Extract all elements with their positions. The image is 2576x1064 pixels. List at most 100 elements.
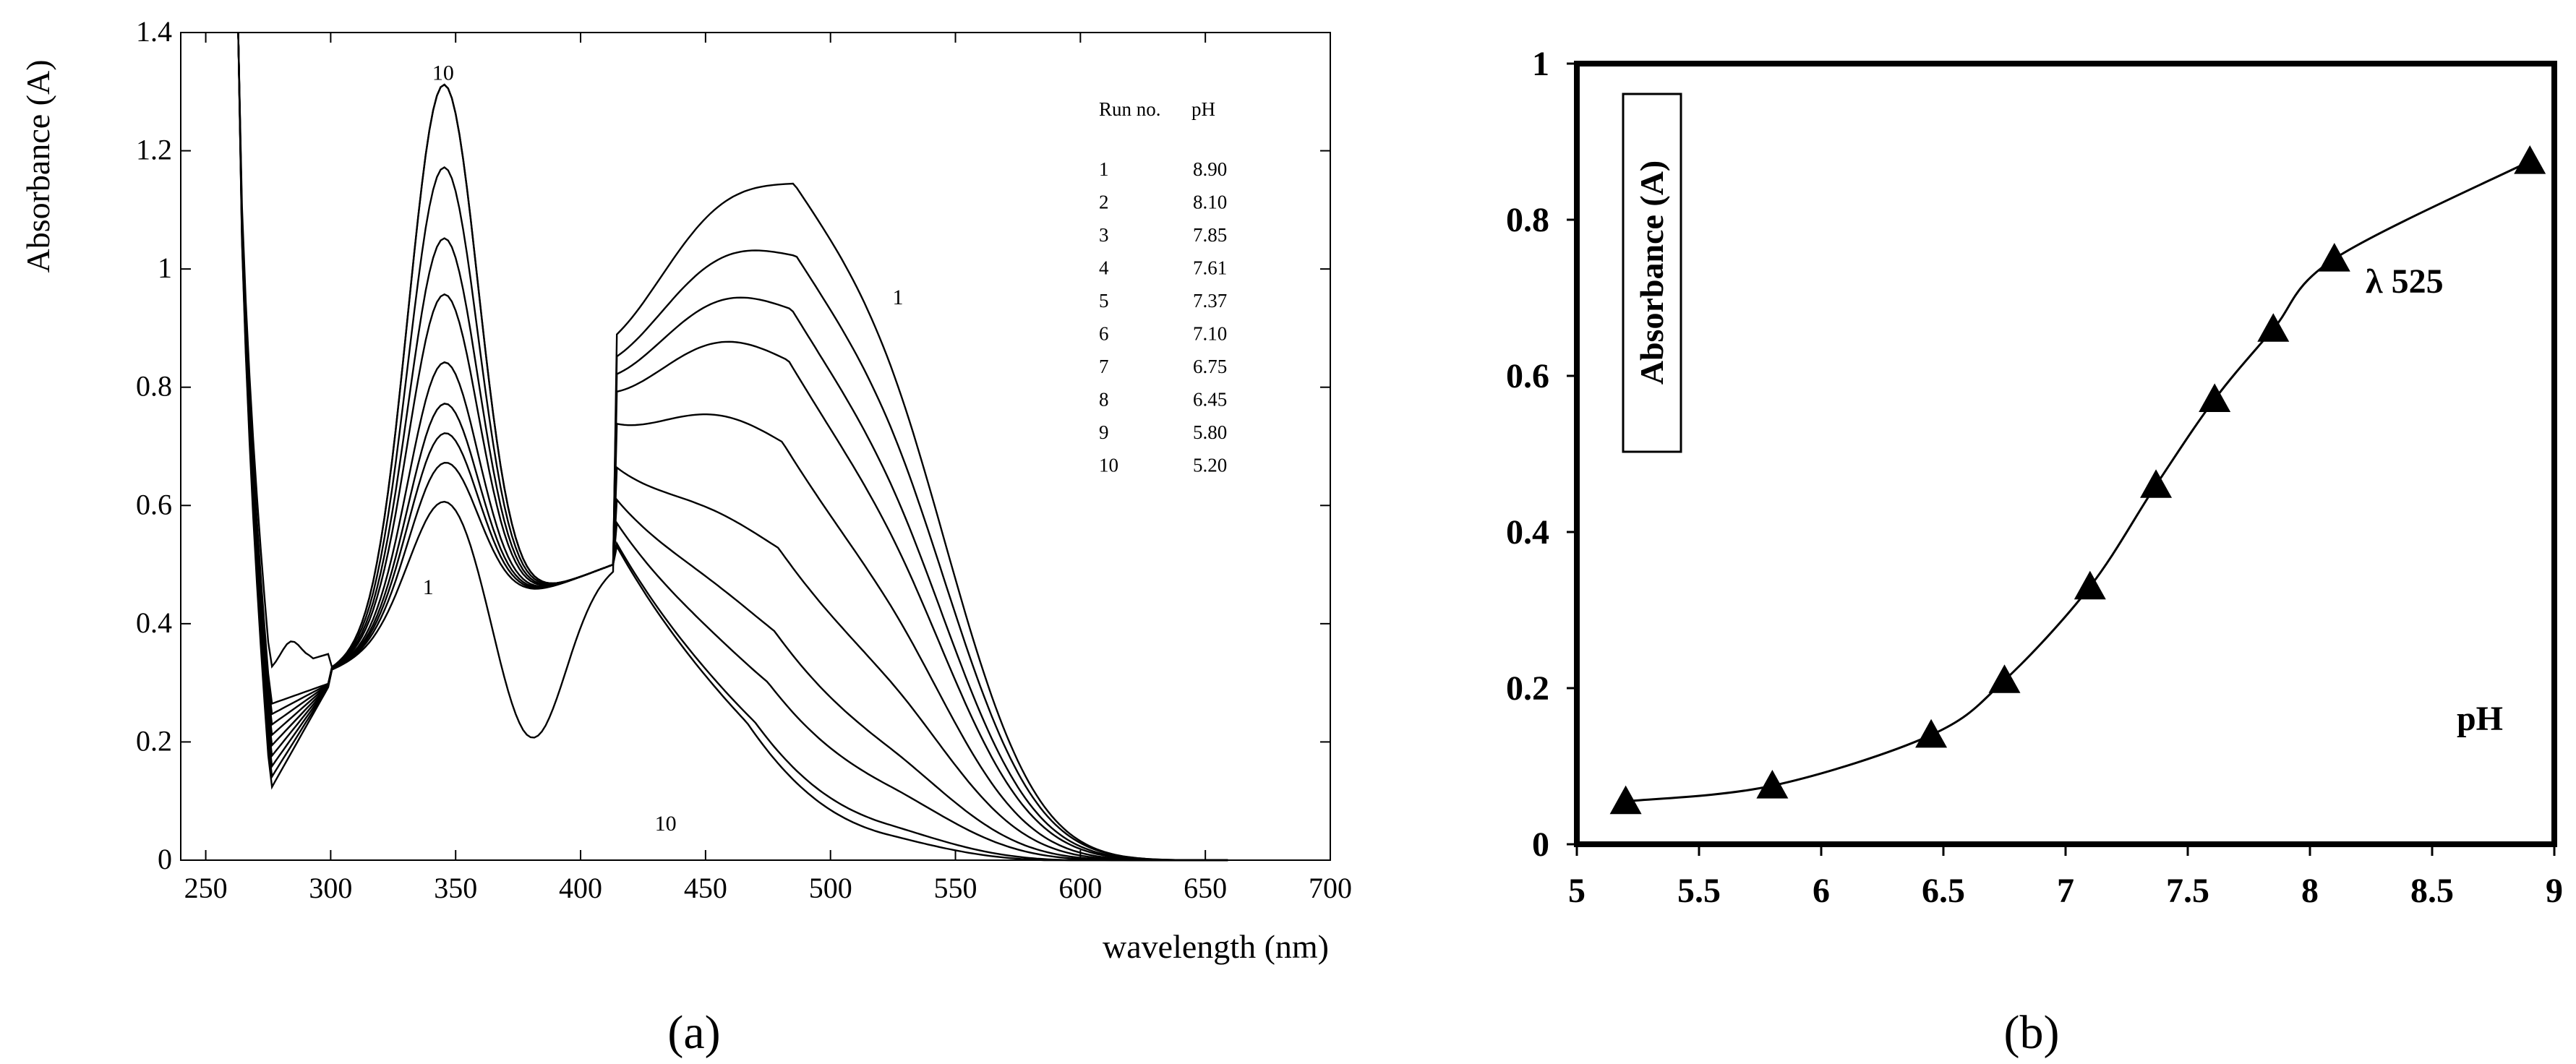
x-tick-label: 500 — [809, 872, 852, 904]
panel-a-curves — [237, 32, 1228, 862]
panel-b-y-ticks: 0 0.2 0.4 0.6 0.8 1 — [1506, 45, 1577, 864]
data-point-triangle — [2318, 243, 2350, 272]
legend-header-ph: pH — [1191, 98, 1215, 120]
panel-a-y-axis-label: Absorbance (A) — [20, 59, 56, 273]
panel-b-label: (b) — [2004, 1006, 2060, 1059]
x-tick-label: 7 — [2057, 872, 2074, 910]
spectrum-curve-run-1 — [237, 32, 1228, 862]
x-tick-label: 350 — [434, 872, 477, 904]
legend-ph-value: 8.90 — [1193, 158, 1227, 180]
spectrum-curve-run-6 — [237, 32, 1228, 862]
curve-label: 1 — [893, 286, 904, 309]
panel-a-x-axis-label: wavelength (nm) — [1103, 928, 1329, 965]
spectrum-curve-run-5 — [237, 32, 1228, 862]
y-tick-label: 1.4 — [136, 15, 172, 48]
x-tick-label: 8 — [2301, 872, 2319, 910]
panel-b-wavelength-annotation: λ 525 — [2366, 262, 2444, 301]
panel-b-y-axis-label: Absorbance (A) — [1633, 160, 1670, 385]
legend-run-number: 5 — [1099, 290, 1109, 312]
x-tick-label: 700 — [1309, 872, 1352, 904]
panel-a-spectra-chart: 0 0.2 0.4 0.6 0.8 1 1.2 1.4 250 300 350 400 450 500 5… — [20, 15, 1352, 1059]
data-point-triangle — [1609, 785, 1642, 815]
panel-a-legend: Run no. pH 1 8.90 2 8.10 3 7.85 4 7.61 5 7.37 6 7.1… — [1099, 98, 1227, 476]
spectrum-curve-run-2 — [237, 32, 1228, 862]
legend-ph-value: 7.37 — [1193, 290, 1227, 312]
legend-run-number: 8 — [1099, 389, 1109, 411]
y-tick-label: 1 — [158, 252, 172, 284]
data-point-triangle — [2257, 313, 2290, 342]
x-tick-label: 300 — [309, 872, 352, 904]
y-tick-label: 0.6 — [136, 488, 172, 520]
x-tick-label: 450 — [684, 872, 727, 904]
legend-ph-value: 7.10 — [1193, 323, 1227, 345]
y-tick-label: 0.6 — [1506, 357, 1549, 395]
legend-ph-value: 5.20 — [1193, 455, 1227, 476]
panel-a-plot-frame — [180, 32, 1331, 861]
panel-b-x-ticks: 5 5.5 6 6.5 7 7.5 8 8.5 9 — [1568, 844, 2563, 910]
y-tick-label: 0.4 — [136, 606, 172, 639]
x-tick-label: 7.5 — [2166, 872, 2209, 910]
legend-ph-value: 8.10 — [1193, 192, 1227, 213]
data-point-triangle — [1988, 664, 2021, 693]
x-tick-label: 400 — [559, 872, 602, 904]
x-tick-label: 6.5 — [1922, 872, 1965, 910]
y-tick-label: 0.8 — [136, 370, 172, 403]
legend-run-number: 10 — [1099, 455, 1118, 476]
legend-ph-value: 7.85 — [1193, 224, 1227, 246]
y-tick-label: 0 — [1532, 825, 1549, 864]
data-point-triangle — [2140, 469, 2173, 498]
panel-a-label: (a) — [667, 1006, 720, 1059]
x-tick-label: 5.5 — [1677, 872, 1721, 910]
x-tick-label: 9 — [2546, 872, 2563, 910]
panel-b-y-axis-label-box — [1622, 93, 1682, 453]
spectrum-curve-run-8 — [237, 32, 1228, 862]
legend-run-number: 6 — [1099, 323, 1109, 345]
x-tick-label: 650 — [1184, 872, 1227, 904]
spectrum-curve-run-4 — [237, 32, 1228, 862]
panel-b-series-line — [1625, 160, 2530, 803]
data-point-triangle — [2199, 383, 2231, 412]
panel-b-x-axis-label: pH — [2457, 700, 2503, 738]
y-tick-label: 0 — [158, 843, 172, 875]
spectrum-curve-run-9 — [237, 32, 1228, 862]
legend-ph-value: 6.45 — [1193, 389, 1227, 411]
spectrum-curve-run-10 — [237, 32, 1228, 862]
legend-ph-value: 5.80 — [1193, 421, 1227, 443]
panel-b-absorbance-vs-ph-chart: 0 0.2 0.4 0.6 0.8 1 5 5.5 6 6.5 7 7.5 8 8.5 9 Absorba… — [1506, 45, 2563, 1059]
x-tick-label: 250 — [184, 872, 228, 904]
legend-run-number: 4 — [1099, 257, 1109, 279]
panel-a-y-ticks: 0 0.2 0.4 0.6 0.8 1 1.2 1.4 — [136, 15, 1330, 875]
y-tick-label: 0.2 — [1506, 669, 1549, 708]
curve-label: 10 — [432, 61, 454, 85]
x-tick-label: 5 — [1568, 872, 1586, 910]
data-point-triangle — [1915, 718, 1948, 748]
legend-run-number: 3 — [1099, 224, 1109, 246]
data-point-triangle — [2514, 145, 2546, 174]
legend-run-number: 9 — [1099, 421, 1109, 443]
data-point-triangle — [2074, 570, 2106, 600]
legend-ph-value: 6.75 — [1193, 356, 1227, 377]
legend-run-number: 2 — [1099, 192, 1109, 213]
x-tick-label: 6 — [1813, 872, 1830, 910]
spectrum-curve-run-3 — [237, 32, 1228, 862]
y-tick-label: 0.2 — [136, 724, 172, 757]
y-tick-label: 0.4 — [1506, 513, 1549, 552]
y-tick-label: 1 — [1532, 45, 1549, 83]
y-tick-label: 0.8 — [1506, 201, 1549, 239]
panel-b-markers — [1609, 145, 2546, 815]
legend-run-number: 7 — [1099, 356, 1109, 377]
panel-a-x-ticks: 250 300 350 400 450 500 550 600 650 700 — [184, 33, 1352, 904]
curve-label: 1 — [423, 575, 434, 599]
x-tick-label: 8.5 — [2410, 872, 2454, 910]
panel-b-plot-frame — [1574, 61, 2557, 847]
x-tick-label: 550 — [934, 872, 977, 904]
x-tick-label: 600 — [1058, 872, 1102, 904]
data-point-triangle — [1756, 770, 1789, 799]
panel-a-curve-labels: 10 1 1 10 — [423, 61, 904, 836]
curve-label: 10 — [655, 812, 677, 836]
legend-ph-value: 7.61 — [1193, 257, 1227, 279]
legend-header-run: Run no. — [1099, 98, 1161, 120]
spectrum-curve-run-7 — [237, 32, 1228, 862]
legend-run-number: 1 — [1099, 158, 1109, 180]
